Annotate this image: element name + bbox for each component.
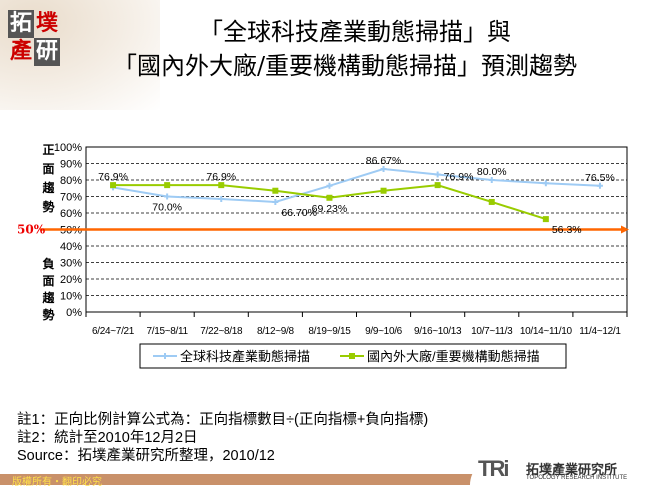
x-tick-label: 11/4~12/1	[579, 326, 621, 337]
brand-mark: TRi	[478, 456, 509, 481]
note-2: 註2：統計至2010年12月2日	[17, 430, 198, 446]
positive-trend-label: 正面趨勢	[42, 143, 55, 214]
data-label: 66.70%	[281, 207, 317, 219]
line-chart: 0% 10% 20% 30% 40% 50% 60% 70% 80% 90% 100% 6/24~7/…	[17, 142, 629, 369]
logo-char: 拓	[8, 10, 34, 38]
x-tick-label: 7/22~8/18	[200, 326, 243, 337]
x-tick-label: 7/15~8/11	[146, 326, 188, 337]
data-point-marker	[542, 180, 549, 187]
brand-en: TOPOLOGY RESEARCH INSTITUTE	[526, 475, 628, 481]
data-point-marker	[488, 198, 495, 205]
tri-logo: TRi 拓墣產業研究所 TOPOLOGY RESEARCH INSTITUTE	[470, 456, 650, 485]
title-line-1: 「全球科技產業動態掃描」與	[199, 18, 511, 46]
data-point-marker	[488, 177, 495, 183]
data-point-marker	[380, 165, 387, 172]
data-point-marker	[542, 216, 549, 223]
data-label: 76.5%	[585, 172, 615, 184]
y-tick-label: 80%	[60, 175, 82, 187]
brand-cn: 拓墣產業研究所	[526, 462, 618, 477]
data-point-marker	[326, 194, 333, 201]
data-point-marker	[380, 187, 387, 194]
notes: 註1：正向比例計算公式為：正向指標數目÷(正向指標+負向指標) 註2：統計至20…	[17, 411, 428, 465]
source-note: Source：拓墣產業研究所整理，2010/12	[17, 448, 275, 464]
negative-trend-label: 負面趨勢	[42, 257, 55, 322]
legend-label: 國內外大廠/重要機構動態掃描	[367, 349, 540, 364]
logo-char: 研	[34, 38, 60, 66]
y-tick-label: 20%	[60, 274, 82, 286]
data-label: 86.67%	[366, 155, 402, 167]
x-tick-label: 6/24~7/21	[92, 326, 135, 337]
x-tick-label: 10/7~11/3	[471, 326, 513, 337]
footer-bar: 版權所有・翻印必究	[0, 474, 650, 488]
y-tick-label: 90%	[60, 159, 82, 171]
y-tick-label: 30%	[60, 258, 82, 270]
threshold-label: 50%	[17, 223, 46, 237]
x-tick-label: 10/14~11/10	[520, 326, 573, 337]
data-point-marker	[596, 182, 603, 189]
y-tick-label: 0%	[66, 307, 82, 319]
logo-char: 墣	[35, 10, 58, 36]
legend-marker	[162, 353, 168, 359]
legend-marker	[349, 353, 355, 359]
data-label: 80.0%	[477, 166, 507, 178]
y-tick-label: 40%	[60, 241, 82, 253]
x-tick-label: 9/16~10/13	[414, 326, 462, 337]
y-tick-label: 60%	[60, 208, 82, 220]
data-point-marker	[218, 195, 225, 202]
data-label: 70.0%	[152, 202, 182, 214]
logo-char: 產	[9, 38, 32, 64]
x-tick-label: 8/19~9/15	[308, 326, 351, 337]
copyright-text: 版權所有・翻印必究	[12, 477, 102, 488]
series-line-1	[112, 167, 600, 203]
data-point-marker	[434, 171, 441, 178]
data-label: 76.9%	[206, 171, 236, 183]
data-label: 69.23%	[312, 203, 348, 215]
data-point-marker	[164, 182, 171, 189]
x-tick-label: 9/9~10/6	[365, 326, 403, 337]
data-point-marker	[434, 182, 441, 189]
logo: 拓墣產研	[8, 10, 60, 66]
y-tick-label: 10%	[60, 291, 82, 303]
y-tick-label: 70%	[60, 192, 82, 204]
data-point-marker	[326, 182, 333, 189]
title-line-2: 「國內外大廠/重要機構動態掃描」預測趨勢	[112, 52, 578, 80]
data-label: 76.9%	[444, 171, 474, 183]
data-point-marker	[218, 182, 225, 189]
x-tick-label: 8/12~9/8	[257, 326, 295, 337]
data-point-marker	[272, 198, 279, 205]
legend-label: 全球科技產業動態掃描	[180, 349, 310, 364]
data-label: 56.3%	[552, 224, 582, 236]
data-point-marker	[164, 193, 171, 200]
data-label: 76.9%	[98, 171, 128, 183]
data-point-marker	[110, 182, 117, 189]
note-1: 註1：正向比例計算公式為：正向指標數目÷(正向指標+負向指標)	[17, 412, 429, 428]
y-tick-label: 100%	[54, 142, 82, 154]
reference-arrow	[621, 225, 629, 234]
data-point-marker	[272, 187, 279, 194]
